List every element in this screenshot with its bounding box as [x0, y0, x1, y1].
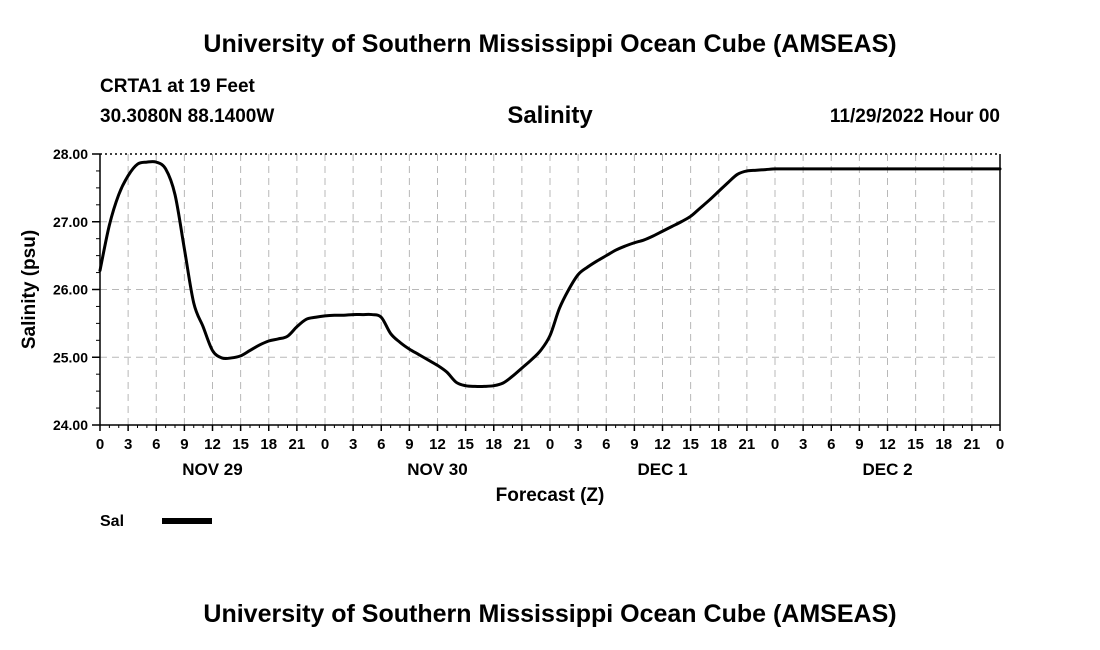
coordinates-label: 30.3080N 88.1400W — [100, 106, 275, 127]
x-tick-label: 0 — [96, 436, 104, 453]
x-tick-label: 3 — [124, 436, 132, 453]
y-tick-label: 26.00 — [53, 282, 88, 298]
y-tick-label: 28.00 — [53, 146, 88, 162]
x-tick-label: 12 — [429, 436, 446, 453]
x-tick-label: 6 — [377, 436, 385, 453]
x-tick-label: 12 — [204, 436, 221, 453]
x-tick-label: 21 — [739, 436, 756, 453]
x-tick-label: 0 — [546, 436, 554, 453]
x-tick-label: 9 — [405, 436, 413, 453]
station-label: CRTA1 at 19 Feet — [100, 76, 255, 97]
series-line-sal — [98, 160, 1002, 388]
x-tick-label: 9 — [855, 436, 863, 453]
x-tick-label: 0 — [771, 436, 779, 453]
x-tick-label: 15 — [907, 436, 924, 453]
x-tick-label: 21 — [514, 436, 531, 453]
y-axis-title: Salinity (psu) — [19, 230, 40, 349]
x-tick-label: 6 — [602, 436, 610, 453]
x-tick-label: 15 — [457, 436, 474, 453]
x-tick-label: 21 — [289, 436, 306, 453]
bottom-title: University of Southern Mississippi Ocean… — [203, 600, 897, 628]
x-tick-label: 0 — [996, 436, 1004, 453]
top-title: University of Southern Mississippi Ocean… — [203, 30, 897, 58]
forecast-date-label: 11/29/2022 Hour 00 — [829, 106, 1000, 127]
day-label: DEC 2 — [862, 460, 912, 479]
x-tick-label: 12 — [654, 436, 671, 453]
x-tick-label: 6 — [827, 436, 835, 453]
x-tick-label: 12 — [879, 436, 896, 453]
x-tick-label: 3 — [799, 436, 807, 453]
x-tick-label: 15 — [682, 436, 699, 453]
x-tick-label: 18 — [260, 436, 277, 453]
y-tick-label: 27.00 — [53, 214, 88, 230]
legend-label: Sal — [100, 513, 124, 530]
x-tick-label: 0 — [321, 436, 329, 453]
x-tick-label: 3 — [574, 436, 582, 453]
x-tick-label: 18 — [485, 436, 502, 453]
chart-title: Salinity — [507, 102, 593, 129]
day-label: NOV 29 — [182, 460, 242, 479]
x-tick-label: 21 — [964, 436, 981, 453]
x-axis-title: Forecast (Z) — [496, 485, 605, 506]
x-tick-label: 3 — [349, 436, 357, 453]
y-tick-label: 24.00 — [53, 417, 88, 433]
x-tick-label: 9 — [630, 436, 638, 453]
x-tick-label: 9 — [180, 436, 188, 453]
day-label: DEC 1 — [637, 460, 687, 479]
y-tick-label: 25.00 — [53, 349, 88, 365]
x-tick-label: 6 — [152, 436, 160, 453]
day-label: NOV 30 — [407, 460, 467, 479]
x-tick-label: 15 — [232, 436, 249, 453]
x-tick-label: 18 — [935, 436, 952, 453]
x-tick-label: 18 — [710, 436, 727, 453]
